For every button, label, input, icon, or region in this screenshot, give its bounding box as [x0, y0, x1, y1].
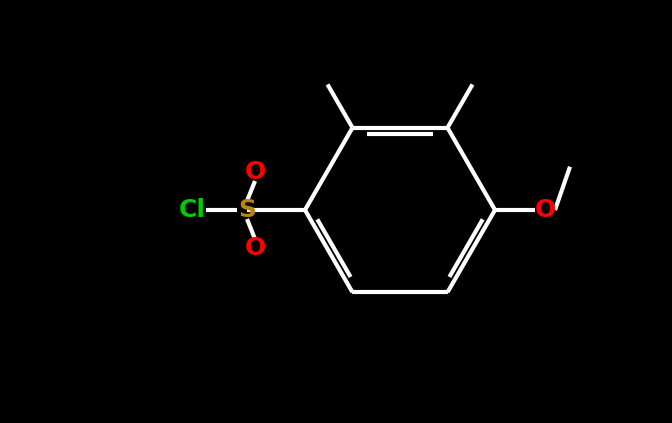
Text: Cl: Cl — [179, 198, 206, 222]
Text: S: S — [238, 198, 256, 222]
Text: O: O — [534, 198, 556, 222]
Text: O: O — [245, 160, 265, 184]
Text: O: O — [245, 236, 265, 260]
